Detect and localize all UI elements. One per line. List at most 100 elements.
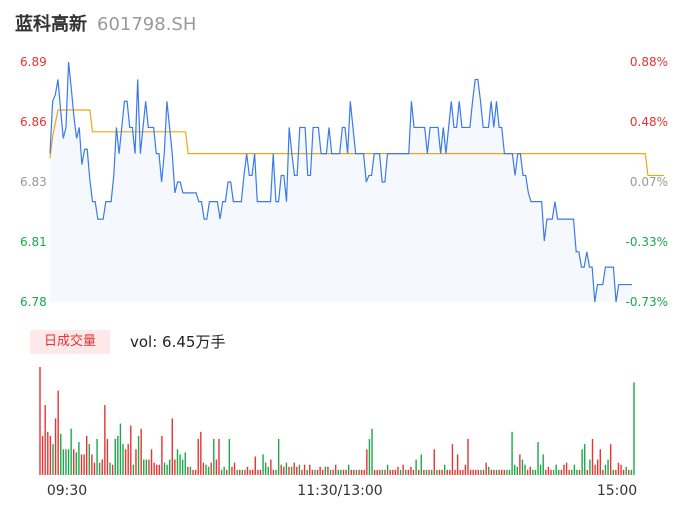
price-tick-label: 6.78 — [20, 295, 47, 309]
volume-bar — [140, 428, 142, 475]
volume-bar — [511, 431, 513, 475]
volume-bar — [127, 444, 129, 475]
volume-bar — [215, 459, 218, 475]
volume-bar — [418, 469, 420, 475]
volume-bar — [433, 449, 435, 475]
volume-bar — [475, 469, 477, 475]
volume-bar — [586, 469, 589, 475]
volume-bar — [244, 469, 246, 475]
volume-bar — [633, 382, 635, 475]
volume-bar — [513, 464, 516, 475]
volume-bar — [438, 469, 441, 475]
volume-bar — [158, 464, 161, 475]
volume-bar — [519, 454, 521, 475]
price-tick-label: 6.83 — [20, 175, 47, 189]
volume-bar — [96, 439, 98, 475]
volume-bar — [171, 418, 173, 475]
volume-bar — [327, 466, 329, 475]
volume-bar — [166, 464, 168, 475]
volume-bar — [472, 469, 474, 475]
volume-bar — [264, 462, 267, 475]
volume-bar — [267, 466, 269, 475]
volume-bar — [381, 469, 384, 475]
volume-bar — [353, 469, 355, 475]
volume-bar — [41, 435, 44, 475]
volume-bar — [314, 469, 316, 475]
time-axis-ticks: 09:30 11:30/13:00 15:00 — [47, 483, 637, 499]
volume-bar — [83, 454, 85, 475]
volume-bar — [612, 469, 614, 475]
volume-bar — [184, 452, 186, 475]
volume-bar — [547, 466, 550, 475]
volume-bar — [194, 469, 197, 475]
volume-bar — [80, 454, 83, 475]
volume-bar — [386, 464, 389, 475]
volume-bar — [532, 469, 534, 475]
volume-bar — [446, 469, 448, 475]
volume-bar — [231, 466, 233, 475]
volume-bar — [161, 435, 163, 475]
price-tick-label: 6.86 — [20, 115, 47, 129]
volume-bar — [163, 462, 166, 475]
price-line — [49, 61, 632, 303]
volume-bar — [340, 469, 342, 475]
price-tick-label: 6.89 — [20, 55, 47, 69]
volume-bar — [415, 459, 417, 475]
volume-bar — [62, 449, 65, 475]
volume-bar — [526, 469, 529, 475]
volume-bar — [630, 469, 633, 475]
volume-bar — [93, 462, 96, 475]
volume-bar — [394, 469, 397, 475]
volume-bar — [205, 464, 207, 475]
volume-bar — [467, 439, 469, 475]
volume-bar — [584, 444, 586, 475]
volume-bar — [345, 469, 347, 475]
volume-bar — [459, 469, 461, 475]
volume-bar — [451, 444, 454, 475]
volume-bar — [607, 459, 609, 475]
volume-bar — [241, 469, 244, 475]
volume-bar — [145, 459, 148, 475]
volume-bar — [545, 469, 547, 475]
volume-bar — [508, 469, 511, 475]
volume-bar — [464, 464, 467, 475]
volume-bar — [594, 464, 596, 475]
volume-bar — [153, 462, 155, 475]
volume-value: 6.45万手 — [162, 333, 226, 351]
volume-bar — [428, 469, 430, 475]
volume-bar — [106, 439, 109, 475]
volume-bar — [85, 435, 88, 475]
percent-tick-label: 0.48% — [630, 115, 668, 129]
price-tick-label: 6.81 — [20, 235, 47, 249]
volume-bar — [332, 469, 334, 475]
volume-bar — [70, 428, 72, 475]
volume-bar — [376, 469, 378, 475]
volume-bar — [405, 469, 407, 475]
volume-bar — [558, 469, 560, 475]
volume-bar — [91, 454, 93, 475]
volume-bar — [293, 462, 295, 475]
volume-bar — [550, 469, 552, 475]
volume-bar — [425, 469, 428, 475]
volume-bar — [552, 469, 555, 475]
volume-bar — [516, 466, 518, 475]
volume-bar — [168, 459, 171, 475]
volume-bar — [368, 439, 371, 475]
volume-bar — [501, 469, 503, 475]
percent-tick-label: -0.33% — [626, 235, 668, 249]
volume-bar — [202, 462, 205, 475]
volume-bar — [521, 459, 524, 475]
volume-bar — [104, 405, 106, 475]
volume-bar — [542, 454, 544, 475]
volume-bar — [498, 469, 500, 475]
volume-bar — [355, 469, 358, 475]
volume-bar — [213, 439, 215, 475]
volume-bar — [469, 469, 472, 475]
volume-bar — [350, 469, 352, 475]
volume-bar — [101, 459, 103, 475]
volume-bar — [596, 459, 599, 475]
volume-bar — [288, 466, 290, 475]
volume-bar — [615, 469, 617, 475]
volume-bar — [373, 469, 376, 475]
volume-bar — [239, 469, 241, 475]
